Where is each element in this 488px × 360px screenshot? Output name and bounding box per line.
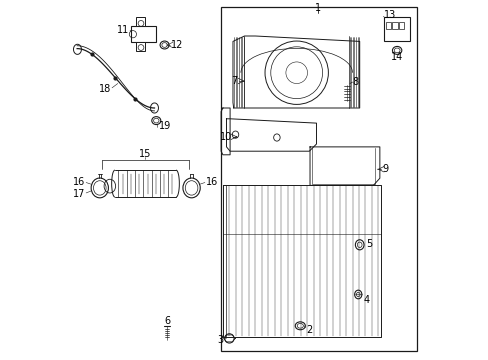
Bar [392, 22, 397, 29]
Text: 18: 18 [99, 84, 111, 94]
Bar [136, 17, 145, 26]
Text: 10: 10 [219, 132, 231, 142]
Bar [384, 17, 409, 41]
Text: 17: 17 [73, 189, 85, 199]
Text: 7: 7 [230, 76, 237, 86]
Bar [385, 22, 390, 29]
Text: 9: 9 [381, 164, 387, 174]
Text: 13: 13 [384, 10, 396, 20]
Text: 16: 16 [73, 177, 85, 187]
Text: 14: 14 [390, 51, 403, 62]
Text: 19: 19 [159, 121, 171, 131]
Bar [136, 42, 145, 51]
Text: 8: 8 [352, 77, 358, 87]
Text: 3: 3 [217, 335, 223, 345]
Bar [398, 22, 403, 29]
Bar [131, 26, 155, 42]
Text: 15: 15 [139, 149, 151, 159]
Text: 5: 5 [366, 239, 372, 249]
Text: 4: 4 [363, 294, 369, 305]
Text: 12: 12 [170, 40, 183, 50]
Bar [221, 7, 416, 351]
Text: 2: 2 [306, 325, 312, 336]
Text: 16: 16 [205, 177, 218, 187]
Text: 1: 1 [315, 3, 321, 13]
Text: 6: 6 [163, 316, 170, 326]
Text: 11: 11 [117, 24, 129, 35]
